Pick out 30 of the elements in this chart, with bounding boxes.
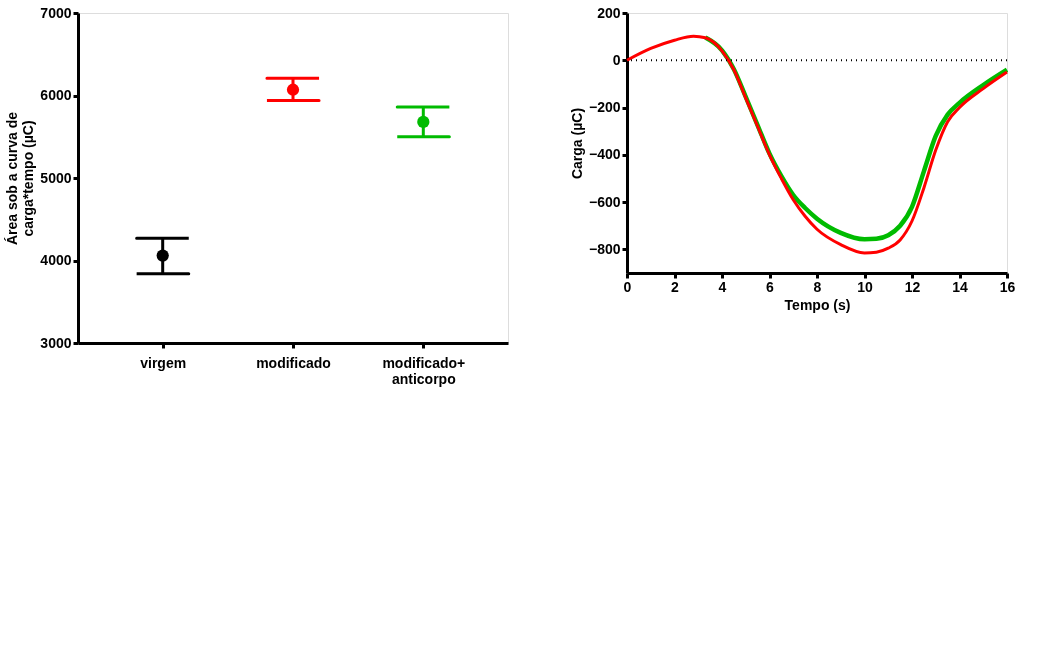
x-tick-label: 6: [766, 278, 775, 295]
x-tick-label: 12: [904, 278, 921, 295]
x-tick-label: modificado: [256, 354, 331, 371]
y-tick-label: −200: [588, 99, 621, 116]
x-tick-label: 8: [813, 278, 822, 295]
y-tick-label: 4000: [40, 252, 72, 268]
y-tick-label: −600: [588, 193, 621, 210]
x-tick-label: 2: [671, 278, 680, 295]
y-tick-label: −400: [588, 146, 621, 163]
y-tick-label: −800: [588, 240, 621, 257]
y-tick-label: 200: [597, 4, 621, 21]
x-axis-title: Tempo (s): [784, 296, 851, 313]
y-tick-label: 6000: [40, 87, 72, 103]
point: [156, 249, 169, 262]
y-tick-label: 0: [612, 51, 621, 68]
point: [417, 115, 430, 129]
x-tick-label: 16: [999, 278, 1016, 295]
y-tick-label: 7000: [40, 4, 72, 21]
line-series: [625, 34, 1009, 255]
y-axis-title: Carga (µC): [568, 107, 585, 180]
x-tick-label: 4: [718, 278, 727, 295]
y-tick-label: 3000: [40, 334, 72, 351]
point: [286, 83, 300, 96]
x-tick-label: modificado+ anticorpo: [382, 354, 466, 387]
y-axis-title: Área sob a curva de carga*tempo (µC): [4, 111, 37, 246]
y-tick-label: 5000: [40, 169, 72, 186]
x-tick-label: 14: [952, 278, 968, 295]
x-tick-label: virgem: [140, 354, 187, 371]
x-tick-label: 0: [623, 278, 632, 295]
x-tick-label: 10: [857, 278, 873, 295]
